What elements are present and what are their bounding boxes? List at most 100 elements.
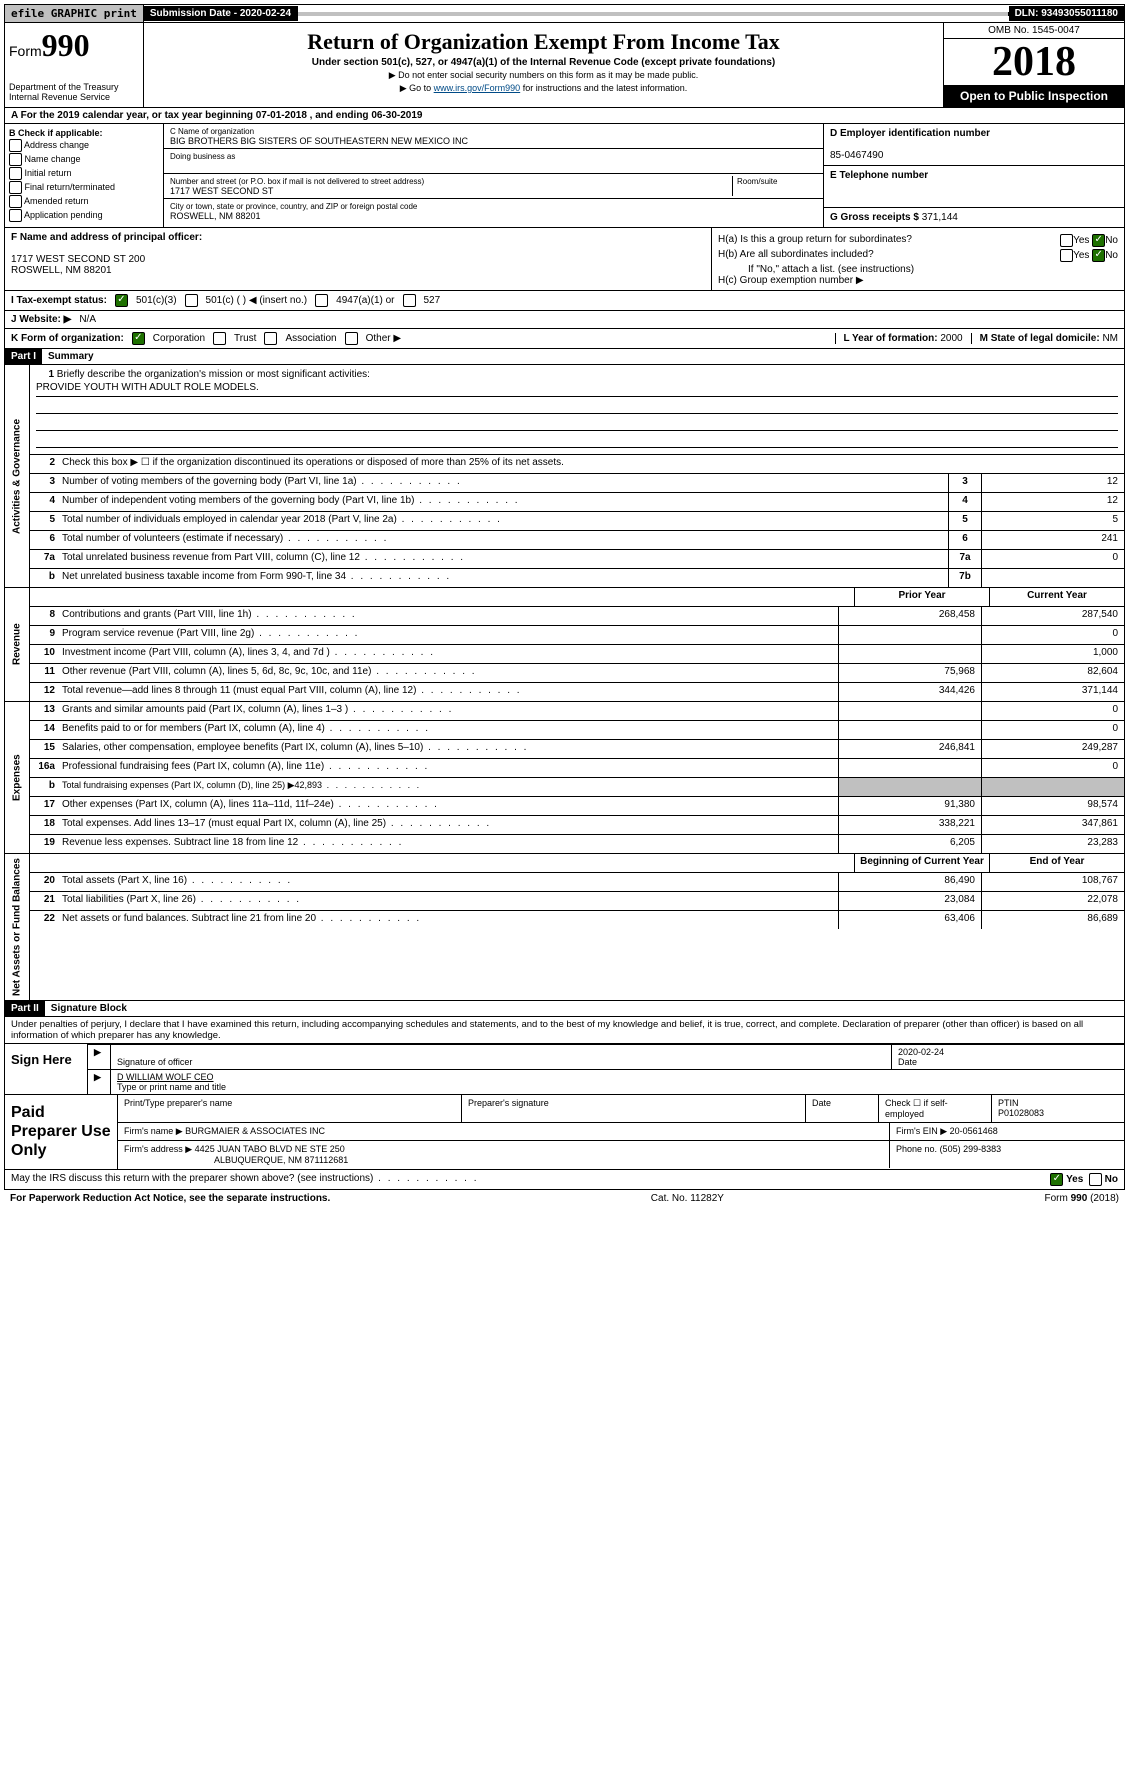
cb-final-return[interactable]: Final return/terminated: [9, 181, 159, 194]
mission-text: PROVIDE YOUTH WITH ADULT ROLE MODELS.: [36, 382, 1118, 397]
org-name-label: C Name of organization: [170, 127, 254, 136]
prior-year-value: 75,968: [838, 664, 981, 682]
form-990-number: 990: [42, 27, 90, 63]
open-public-badge: Open to Public Inspection: [944, 85, 1124, 107]
hb-row: H(b) Are all subordinates included? Yes …: [718, 249, 1118, 262]
cb-other[interactable]: [345, 332, 358, 345]
line-text: Total expenses. Add lines 13–17 (must eq…: [58, 816, 838, 834]
line-text: Number of independent voting members of …: [58, 493, 948, 511]
signer-name: D WILLIAM WOLF CEO: [117, 1072, 214, 1082]
discuss-no: No: [1105, 1174, 1118, 1185]
prior-year-value: 86,490: [838, 873, 981, 891]
line-value: 5: [981, 512, 1124, 530]
phone-cell: E Telephone number: [824, 166, 1124, 208]
current-year-value: 287,540: [981, 607, 1124, 625]
section-side-label: Net Assets or Fund Balances: [5, 854, 30, 1000]
org-name-cell: C Name of organization BIG BROTHERS BIG …: [164, 124, 823, 149]
part1-badge: Part I: [5, 349, 42, 364]
cb-trust[interactable]: [213, 332, 226, 345]
sign-right: ▶ Signature of officer 2020-02-24Date ▶ …: [88, 1044, 1124, 1094]
col-h-group: H(a) Is this a group return for subordin…: [712, 228, 1124, 290]
ptin-value: P01028083: [998, 1108, 1044, 1118]
cb-assoc[interactable]: [264, 332, 277, 345]
footer-left: For Paperwork Reduction Act Notice, see …: [10, 1193, 330, 1204]
part2-title: Signature Block: [45, 1001, 133, 1016]
prior-year-value: 344,426: [838, 683, 981, 701]
cb-501c3[interactable]: ✓: [115, 294, 128, 307]
ha-no: No: [1105, 235, 1118, 246]
prior-year-value: 6,205: [838, 835, 981, 853]
section-side-label: Activities & Governance: [5, 365, 30, 587]
opt-other: Other ▶: [366, 333, 401, 344]
form990-link[interactable]: www.irs.gov/Form990: [434, 83, 521, 93]
shaded-cell: [981, 778, 1124, 796]
tax-year: 2018: [944, 39, 1124, 85]
row-klm: K Form of organization: ✓ Corporation Tr…: [4, 329, 1125, 349]
part2-badge: Part II: [5, 1001, 45, 1016]
line-text: Salaries, other compensation, employee b…: [58, 740, 838, 758]
row-i-tax-status: I Tax-exempt status: ✓ 501(c)(3) 501(c) …: [4, 291, 1125, 311]
col-b-checkboxes: B Check if applicable: Address change Na…: [5, 124, 164, 227]
cb-corp[interactable]: ✓: [132, 332, 145, 345]
cb-amended-return[interactable]: Amended return: [9, 195, 159, 208]
opt-501c: 501(c) ( ) ◀ (insert no.): [206, 295, 308, 306]
goto-pre: ▶ Go to: [400, 83, 434, 93]
current-year-value: 371,144: [981, 683, 1124, 701]
col-defg: D Employer identification number 85-0467…: [823, 124, 1124, 227]
col-header: Prior Year: [854, 588, 989, 606]
sig-date-cell: 2020-02-24Date: [892, 1045, 1124, 1069]
section-side-label: Revenue: [5, 588, 30, 701]
cb-501c[interactable]: [185, 294, 198, 307]
prior-year-value: [838, 721, 981, 739]
col-header: Beginning of Current Year: [854, 854, 989, 872]
firm-phone-cell: Phone no. (505) 299-8383: [890, 1141, 1124, 1168]
part1-row: Part I Summary: [4, 349, 1125, 365]
prior-year-value: 246,841: [838, 740, 981, 758]
block-bcdeg: B Check if applicable: Address change Na…: [4, 124, 1125, 228]
cb-name-change[interactable]: Name change: [9, 153, 159, 166]
current-year-value: 0: [981, 702, 1124, 720]
ha-yes: Yes: [1073, 235, 1089, 246]
prep-ptin-cell: PTINP01028083: [992, 1095, 1124, 1122]
opt-527: 527: [424, 295, 441, 306]
firm-name-cell: Firm's name ▶ BURGMAIER & ASSOCIATES INC: [118, 1123, 890, 1140]
prep-name-header: Print/Type preparer's name: [118, 1095, 462, 1122]
cb-527[interactable]: [403, 294, 416, 307]
header-left: Form990 Department of the Treasury Inter…: [5, 23, 144, 107]
opt-501c3: 501(c)(3): [136, 295, 177, 306]
opt-trust: Trust: [234, 333, 256, 344]
dept-label: Department of the Treasury: [9, 82, 139, 92]
line-value: 12: [981, 493, 1124, 511]
line-text: Net unrelated business taxable income fr…: [58, 569, 948, 587]
shaded-cell: [838, 778, 981, 796]
row-k-label: K Form of organization:: [11, 333, 124, 344]
prep-sig-header: Preparer's signature: [462, 1095, 806, 1122]
cb-address-change[interactable]: Address change: [9, 139, 159, 152]
line-text: Number of voting members of the governin…: [58, 474, 948, 492]
form-subtitle: Under section 501(c), 527, or 4947(a)(1)…: [148, 57, 939, 68]
ha-row: H(a) Is this a group return for subordin…: [718, 234, 1118, 247]
cb-discuss-yes[interactable]: ✓: [1050, 1173, 1063, 1186]
paid-preparer-label: Paid Preparer Use Only: [5, 1095, 118, 1169]
current-year-value: 347,861: [981, 816, 1124, 834]
ha-label: H(a) Is this a group return for subordin…: [718, 234, 912, 247]
street-value: 1717 WEST SECOND ST: [170, 186, 273, 196]
cb-application-pending[interactable]: Application pending: [9, 209, 159, 222]
row-i-label: I Tax-exempt status:: [11, 295, 107, 306]
phone-label: E Telephone number: [830, 170, 928, 181]
prep-selfemp-cell: Check ☐ if self-employed: [879, 1095, 992, 1122]
block-fh: F Name and address of principal officer:…: [4, 228, 1125, 291]
line-text: Other revenue (Part VIII, column (A), li…: [58, 664, 838, 682]
sig-name-cell: D WILLIAM WOLF CEO Type or print name an…: [111, 1070, 1124, 1094]
line-text: Revenue less expenses. Subtract line 18 …: [58, 835, 838, 853]
cb-discuss-no[interactable]: [1089, 1173, 1102, 1186]
cb-initial-return[interactable]: Initial return: [9, 167, 159, 180]
efile-label[interactable]: efile GRAPHIC print: [5, 5, 144, 22]
signature-block: Under penalties of perjury, I declare th…: [4, 1017, 1125, 1044]
cb-4947[interactable]: [315, 294, 328, 307]
firm-addr1: 4425 JUAN TABO BLVD NE STE 250: [195, 1144, 345, 1154]
col-f-officer: F Name and address of principal officer:…: [5, 228, 712, 290]
prior-year-value: 91,380: [838, 797, 981, 815]
opt-4947: 4947(a)(1) or: [336, 295, 394, 306]
dln-label: DLN: 93493055011180: [1009, 6, 1124, 21]
